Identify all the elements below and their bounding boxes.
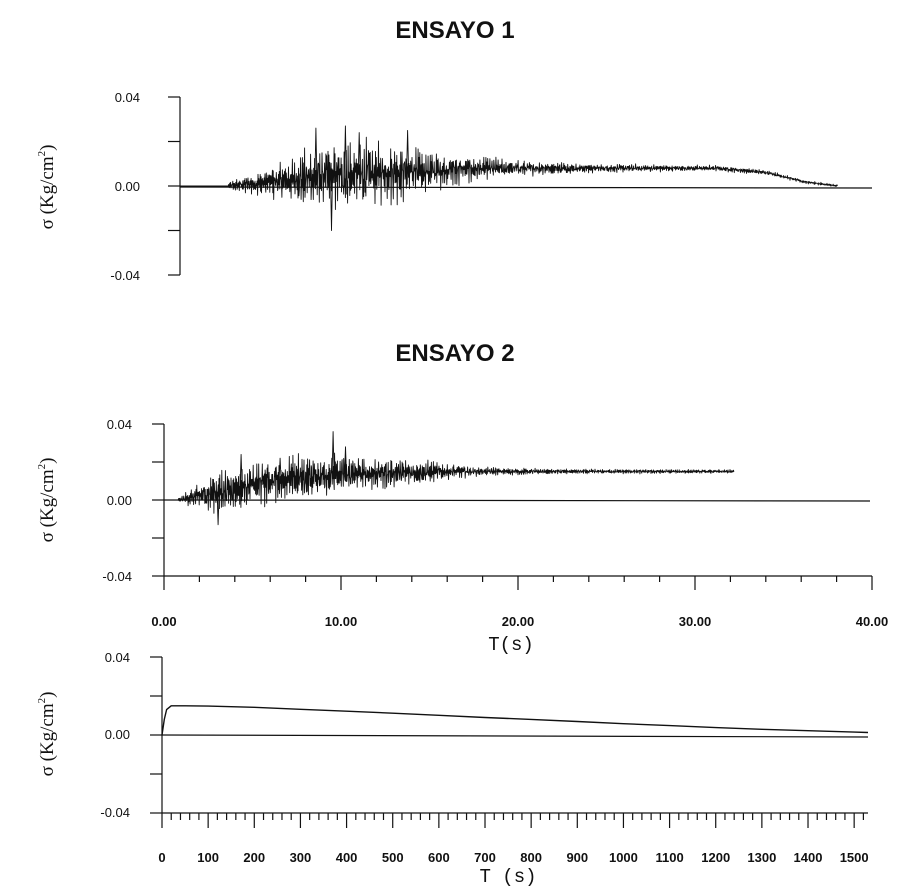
panel-2-y-tick-label-top: 0.04 (107, 417, 132, 432)
panel-3-y-axis-label: σ (Kg/cm2) (36, 692, 58, 777)
panel-1-signal-trace (180, 125, 838, 231)
x-tick-label: 400 (336, 850, 358, 865)
panel-1-zero-line (179, 186, 873, 189)
x-tick-label: 600 (428, 850, 450, 865)
panel-1-y-tick-label-zero: 0.00 (115, 179, 140, 194)
x-tick-label: 1400 (794, 850, 823, 865)
x-tick-label: 200 (243, 850, 265, 865)
panel-2-y-tick-label-bottom: -0.04 (102, 569, 132, 584)
panel-1-y-label-superscript: 2 (36, 151, 48, 157)
panel-3-zero-line (161, 734, 869, 738)
panel-2-y-axis-label: σ (Kg/cm2) (36, 458, 58, 543)
panel-3-y-tick-label-zero: 0.00 (105, 727, 130, 742)
panel-2-y-label-text: σ (Kg/cm (37, 469, 58, 542)
panel-3-y-tick-label-top: 0.04 (105, 650, 130, 665)
panel-2-zero-line (163, 499, 871, 502)
x-tick-label: 1200 (701, 850, 730, 865)
panel-ensayo-1: ENSAYO 1 σ (Kg/cm2) 0.04 0.00 -0.04 (36, 17, 873, 283)
x-tick-label: 900 (566, 850, 588, 865)
panel-3-y-label-close: ) (37, 692, 58, 698)
panel-2-y-label-superscript: 2 (36, 464, 48, 470)
panel-2-y-label-close: ) (37, 458, 58, 464)
x-tick-label: 40.00 (856, 614, 889, 629)
panel-1-y-axis-label: σ (Kg/cm2) (36, 145, 58, 230)
x-tick-label: 700 (474, 850, 496, 865)
panel-2-title: ENSAYO 2 (395, 340, 514, 367)
x-tick-label: 1100 (655, 850, 683, 865)
panel-2-y-tick-label-zero: 0.00 (107, 493, 132, 508)
x-tick-label: 1300 (747, 850, 776, 865)
panel-1-y-label-text: σ (Kg/cm (37, 156, 58, 229)
panel-3-y-label-text: σ (Kg/cm (37, 703, 58, 776)
panel-1-y-tick-label-top: 0.04 (115, 90, 140, 105)
panel-3-signal-trace (161, 705, 869, 736)
panel-ensayo-2: ENSAYO 2 σ (Kg/cm2) 0.04 0.00 -0.04 0.00… (36, 340, 888, 656)
panel-2-x-axis-label: T(s) (488, 634, 534, 656)
x-tick-label: 300 (290, 850, 312, 865)
panel-2-signal-trace (164, 431, 735, 526)
x-tick-label: 0 (158, 850, 165, 865)
x-tick-label: 1000 (609, 850, 638, 865)
panel-1-y-label-close: ) (37, 145, 58, 151)
panel-1-y-tick-label-bottom: -0.04 (110, 268, 140, 283)
x-tick-label: 10.00 (325, 614, 358, 629)
x-tick-label: 100 (197, 850, 219, 865)
panel-long-duration: σ (Kg/cm2) 0.04 0.00 -0.04 0 100 200 300 400… (36, 650, 869, 888)
panel-1-title: ENSAYO 1 (395, 17, 514, 44)
x-tick-label: 20.00 (502, 614, 535, 629)
x-tick-label: 1500 (840, 850, 869, 865)
x-tick-label: 500 (382, 850, 404, 865)
x-tick-label: 0.00 (151, 614, 176, 629)
x-tick-label: 800 (520, 850, 542, 865)
panel-3-y-tick-label-bottom: -0.04 (100, 805, 130, 820)
panel-3-x-axis-label: T (s) (479, 866, 536, 888)
x-tick-label: 30.00 (679, 614, 712, 629)
panel-3-y-label-superscript: 2 (36, 698, 48, 704)
